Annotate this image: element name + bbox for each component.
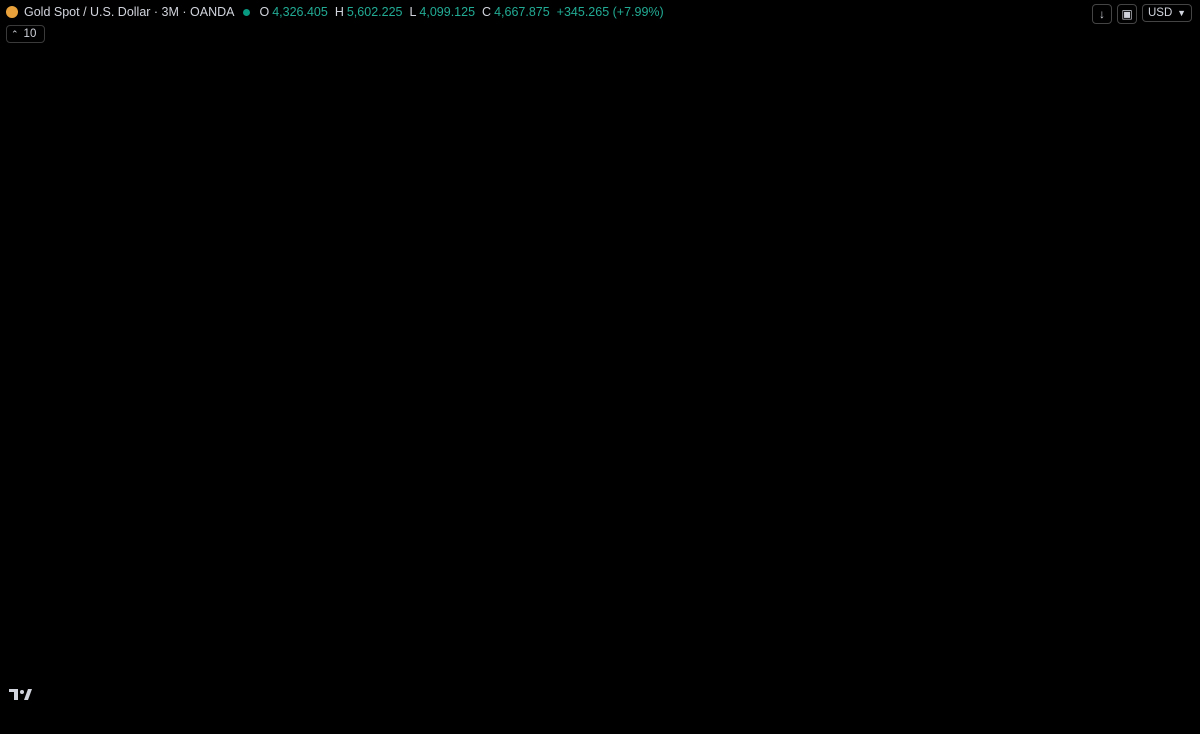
chevron: ⌃ bbox=[11, 28, 19, 39]
chart-title: Gold Spot / U.S. Dollar · 3M · OANDA bbox=[24, 5, 235, 19]
tv-logo bbox=[9, 689, 32, 700]
toolbar: ↓ ▣ USD ▼ bbox=[1092, 4, 1192, 24]
ohlc-value: 4,326.405 bbox=[272, 5, 328, 19]
chevron: ▼ bbox=[1177, 8, 1186, 18]
ohlc-key: L bbox=[409, 5, 417, 19]
market-status bbox=[243, 8, 251, 16]
download-button[interactable]: ↓ bbox=[1092, 4, 1112, 24]
ma-length: 10 bbox=[23, 28, 37, 40]
currency-select[interactable]: USD ▼ bbox=[1142, 4, 1192, 22]
legend-header: Gold Spot / U.S. Dollar · 3M · OANDA O 4,… bbox=[6, 5, 664, 19]
ohlc-value: 4,099.125 bbox=[419, 5, 476, 19]
indicator-toggle[interactable]: ⌃ 10 bbox=[6, 25, 46, 43]
screenshot-button[interactable]: ▣ bbox=[1117, 4, 1137, 24]
ohlc-value: 5,602.225 bbox=[346, 5, 403, 19]
change: +345.265 (+7.99%) bbox=[556, 5, 664, 19]
ohlc-value: 4,667.875 bbox=[494, 5, 550, 19]
currency: USD bbox=[1148, 7, 1173, 19]
symbol-icon bbox=[6, 6, 18, 18]
ohlc-key: C bbox=[482, 5, 492, 19]
ohlc-key: H bbox=[334, 5, 344, 19]
ohlc-key: O bbox=[259, 5, 270, 19]
